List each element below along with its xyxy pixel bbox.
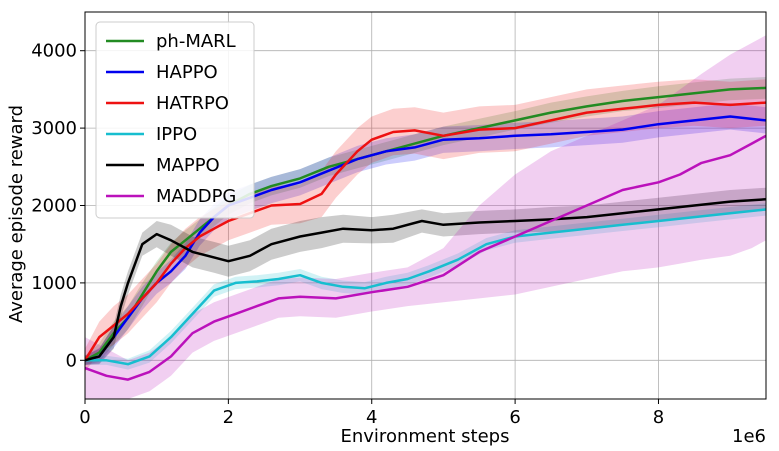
- legend-label-hatrpo: HATRPO: [156, 93, 229, 114]
- legend-label-maddpg: MADDPG: [156, 186, 236, 207]
- legend-label-happo: HAPPO: [156, 62, 218, 83]
- series-lines: [85, 86, 766, 381]
- line-hatrpo: [85, 101, 766, 361]
- x-tick-label: 8: [653, 407, 664, 428]
- y-axis-ticks: 0 1000 2000 3000 4000: [31, 41, 85, 371]
- line-mappo: [85, 198, 766, 362]
- legend-label-ippo: IPPO: [156, 124, 197, 145]
- line-maddpg: [85, 134, 766, 381]
- y-tick-label: 1000: [31, 273, 77, 294]
- y-tick-label: 4000: [31, 41, 77, 62]
- y-axis-title: Average episode reward: [6, 105, 27, 323]
- y-tick-label: 2000: [31, 196, 77, 217]
- x-axis-ticks: 0 2 4 6 8: [79, 399, 664, 428]
- legend-label-ph-marl: ph-MARL: [156, 31, 236, 52]
- y-tick-label: 0: [66, 350, 77, 371]
- legend: ph-MARL HAPPO HATRPO IPPO MAPPO MADDPG: [95, 21, 255, 219]
- x-tick-label: 4: [366, 407, 377, 428]
- x-tick-label: 0: [79, 407, 90, 428]
- line-ph-marl: [85, 86, 766, 362]
- line-ippo: [85, 208, 766, 366]
- band-ph-marl: [85, 77, 766, 365]
- band-happo: [85, 103, 766, 365]
- x-tick-label: 6: [509, 407, 520, 428]
- x-tick-label: 2: [223, 407, 234, 428]
- legend-label-mappo: MAPPO: [156, 155, 220, 176]
- x-offset-label: 1e6: [732, 426, 766, 447]
- y-tick-label: 3000: [31, 118, 77, 139]
- x-axis-title: Environment steps: [341, 426, 510, 447]
